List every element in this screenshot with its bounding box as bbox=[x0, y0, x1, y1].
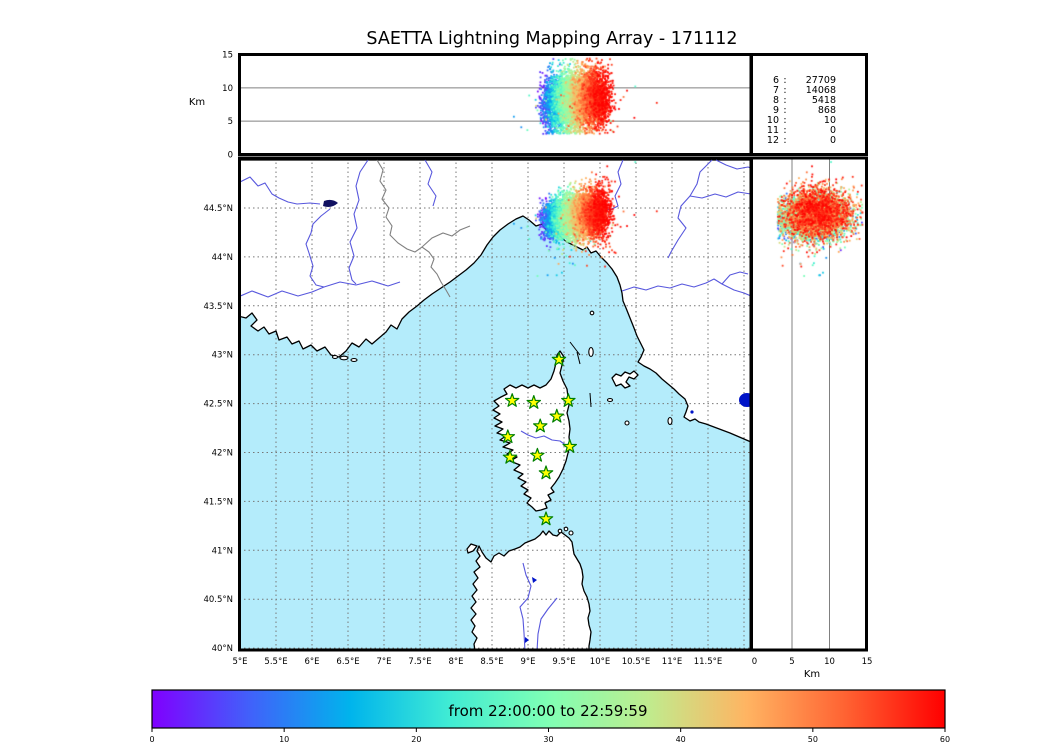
tick-label-altitude-left: 5 bbox=[228, 117, 233, 127]
top-panel-alt-vs-lon: 15 10 5 0 Km bbox=[189, 51, 753, 161]
stats-colon: : bbox=[783, 135, 786, 146]
tick-label-longitude: 7°E bbox=[376, 657, 391, 667]
island-maddalena-2 bbox=[563, 526, 569, 532]
tick-label-latitude: 44°N bbox=[212, 253, 233, 263]
tick-label-altitude-left: 10 bbox=[222, 84, 233, 94]
tick-label-colorbar: 20 bbox=[411, 735, 421, 744]
island-giglio bbox=[667, 416, 673, 426]
tick-label-latitude: 44.5°N bbox=[203, 204, 233, 214]
tick-label-latitude: 41°N bbox=[212, 546, 233, 556]
stats-count: 0 bbox=[830, 135, 836, 146]
map-panel: 44.5°N 44°N 43.5°N 43°N 42.5°N 42°N 41.5°N 41°N… bbox=[203, 156, 753, 667]
tick-label-colorbar: 10 bbox=[279, 735, 289, 744]
island-pianosa bbox=[606, 397, 614, 403]
right-panel-tick-labels: 0 5 10 15 bbox=[752, 657, 873, 667]
tick-label-latitude: 41.5°N bbox=[203, 497, 233, 507]
map-latitude-tick-labels: 44.5°N 44°N 43.5°N 43°N 42.5°N 42°N 41.5°N 41°N… bbox=[203, 204, 233, 654]
time-colorbar: from 22:00:00 to 22:59:59 0 10 20 30 40 50 60 bbox=[149, 689, 950, 744]
island-gorgona bbox=[589, 310, 595, 316]
colorbar-label: from 22:00:00 to 22:59:59 bbox=[448, 702, 647, 720]
colorbar-tick-labels: 0 10 20 30 40 50 60 bbox=[149, 728, 950, 744]
tick-label-colorbar: 30 bbox=[543, 735, 553, 744]
tick-label-latitude: 40.5°N bbox=[203, 595, 233, 605]
lagoon-orbetello bbox=[690, 410, 694, 414]
tick-label-colorbar: 40 bbox=[676, 735, 686, 744]
tick-label-latitude: 42°N bbox=[212, 449, 233, 459]
island-montecristo bbox=[624, 420, 630, 426]
tick-label-longitude: 6°E bbox=[304, 657, 319, 667]
tick-label-longitude: 8.5°E bbox=[480, 657, 503, 667]
right-panel-lat-vs-alt: 0 5 10 15 Km bbox=[750, 156, 873, 680]
tick-label-latitude: 43.5°N bbox=[203, 302, 233, 312]
tick-label-longitude: 9.5°E bbox=[552, 657, 575, 667]
stats-level: 12 bbox=[767, 135, 779, 146]
tick-label-longitude: 10°E bbox=[590, 657, 610, 667]
tick-label-longitude: 5°E bbox=[232, 657, 247, 667]
island-capraia bbox=[588, 346, 594, 358]
tick-label-longitude: 9°E bbox=[520, 657, 535, 667]
tick-label-longitude: 8°E bbox=[448, 657, 463, 667]
tick-label-longitude: 7.5°E bbox=[408, 657, 431, 667]
tick-label-longitude: 5.5°E bbox=[264, 657, 287, 667]
altitude-axis-label-bottom: Km bbox=[804, 669, 820, 680]
tick-label-longitude: 11.5°E bbox=[694, 657, 723, 667]
tick-label-colorbar: 0 bbox=[149, 735, 154, 744]
tick-label-altitude-left: 15 bbox=[222, 51, 233, 61]
island-maddalena-3 bbox=[568, 530, 574, 536]
tick-label-altitude-bottom: 0 bbox=[752, 657, 757, 667]
island-port-cros bbox=[350, 357, 358, 363]
tick-label-altitude-bottom: 5 bbox=[789, 657, 794, 667]
island-maddalena-1 bbox=[557, 528, 563, 534]
tick-label-colorbar: 50 bbox=[808, 735, 818, 744]
tick-label-altitude-bottom: 15 bbox=[862, 657, 873, 667]
tick-label-longitude: 11°E bbox=[662, 657, 682, 667]
map-longitude-tick-labels: 5°E 5.5°E 6°E 6.5°E 7°E 7.5°E 8°E 8.5°E 9°E 9.5°E… bbox=[232, 657, 722, 667]
tick-label-longitude: 6.5°E bbox=[336, 657, 359, 667]
tick-label-altitude-left: 0 bbox=[228, 151, 233, 161]
tick-label-longitude: 10.5°E bbox=[622, 657, 651, 667]
tick-label-latitude: 42.5°N bbox=[203, 400, 233, 410]
tick-label-latitude: 40°N bbox=[212, 644, 233, 654]
figure-title: SAETTA Lightning Mapping Array - 171112 bbox=[366, 29, 737, 49]
island-porquerolles bbox=[339, 355, 349, 361]
tick-label-altitude-bottom: 10 bbox=[824, 657, 835, 667]
top-panel-tick-labels: 15 10 5 0 bbox=[222, 51, 233, 161]
tick-label-latitude: 43°N bbox=[212, 351, 233, 361]
island-hyeres bbox=[331, 354, 339, 360]
tick-label-colorbar: 60 bbox=[940, 735, 950, 744]
altitude-axis-label-left: Km bbox=[189, 97, 205, 108]
